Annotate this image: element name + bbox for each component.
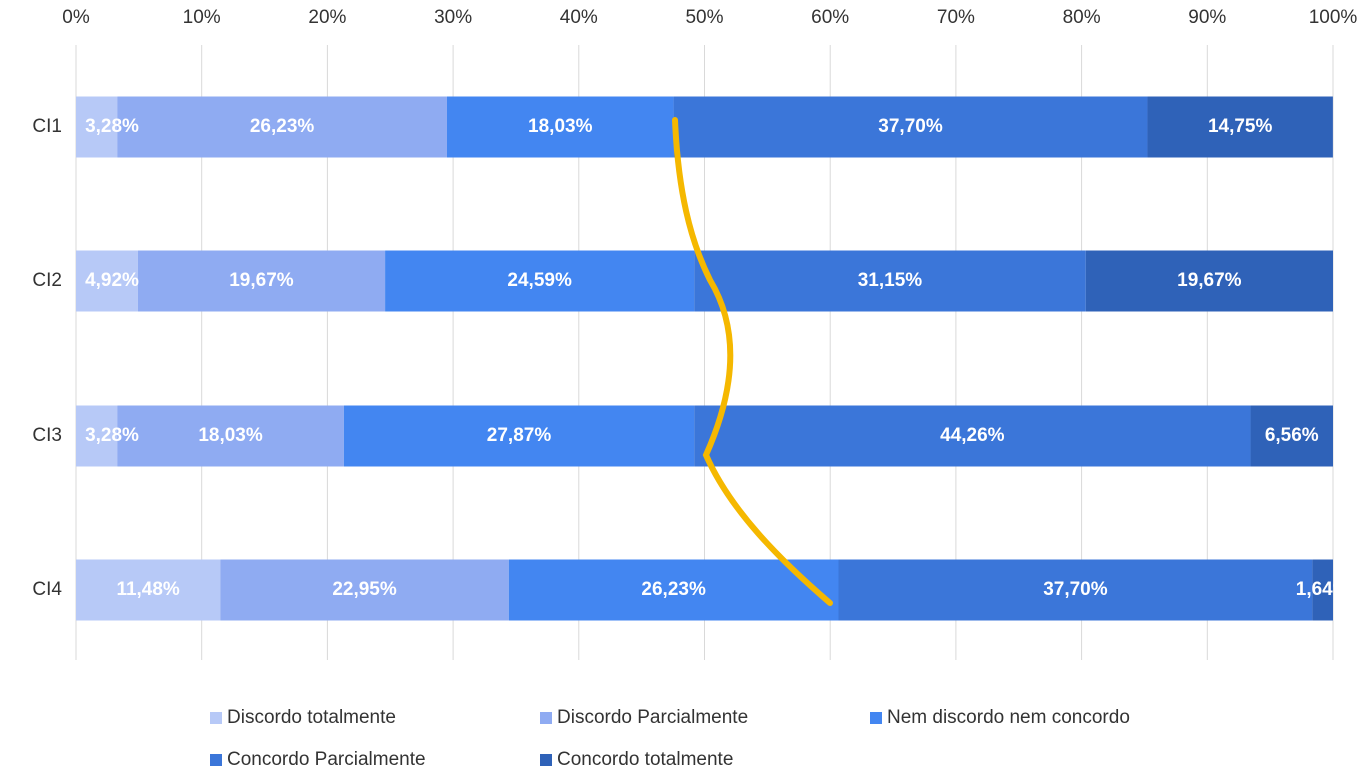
legend-swatch (540, 754, 552, 766)
x-tick-label: 10% (183, 7, 221, 28)
data-label: 3,28% (85, 116, 139, 137)
data-label: 4,92% (85, 270, 139, 291)
bar-segment (343, 405, 695, 467)
x-tick-label: 50% (685, 7, 723, 28)
x-tick-label: 70% (937, 7, 975, 28)
data-label: 14,75% (1208, 116, 1273, 137)
bar-segment (137, 250, 386, 312)
bar-segment (76, 250, 138, 312)
x-tick-label: 80% (1063, 7, 1101, 28)
legend-label: Discordo Parcialmente (557, 707, 748, 728)
bar-segment (446, 96, 674, 158)
legend-label: Discordo totalmente (227, 707, 396, 728)
bar-segment (76, 96, 118, 158)
bar-segment (694, 250, 1086, 312)
legend-swatch (540, 712, 552, 724)
data-label: 19,67% (1177, 270, 1242, 291)
bar-segment (1312, 559, 1333, 621)
data-label: 37,70% (1043, 579, 1108, 600)
data-label: 37,70% (878, 116, 943, 137)
data-label: 18,03% (528, 116, 593, 137)
bar-segment (1147, 96, 1333, 158)
x-tick-label: 100% (1309, 7, 1358, 28)
y-tick-label: CI4 (32, 579, 62, 600)
data-label: 19,67% (229, 270, 294, 291)
data-label: 18,03% (198, 425, 263, 446)
y-tick-label: CI3 (32, 425, 62, 446)
data-label: 24,59% (507, 270, 572, 291)
legend-swatch (870, 712, 882, 724)
bar-segment (508, 559, 839, 621)
data-label: 26,23% (641, 579, 706, 600)
bar-segment (838, 559, 1313, 621)
plot-area: 0% 10% 20% 30% 40% 50% 60% 70% 80% 90% 100% CI1 3,28… (32, 7, 1357, 660)
data-label: 11,48% (116, 579, 179, 600)
x-tick-label: 30% (434, 7, 472, 28)
data-label: 3,28% (85, 425, 139, 446)
bar-segment (76, 405, 118, 467)
bar-segment (1250, 405, 1333, 467)
bar-segment (1085, 250, 1333, 312)
bar-segment (673, 96, 1148, 158)
legend-label: Nem discordo nem concordo (887, 707, 1130, 728)
data-label: 26,23% (250, 116, 315, 137)
data-label: 22,95% (332, 579, 397, 600)
y-tick-label: CI1 (32, 116, 62, 137)
legend-label: Concordo Parcialmente (227, 749, 426, 770)
trend-curve (672, 117, 833, 606)
x-tick-label: 20% (308, 7, 346, 28)
bar-segment (385, 250, 695, 312)
data-label: 1,64% (1296, 579, 1350, 600)
bar-segment (694, 405, 1251, 467)
y-tick-label: CI2 (32, 270, 62, 291)
legend-swatch (210, 712, 222, 724)
bar-segment (76, 559, 221, 621)
bar-segment (117, 96, 447, 158)
x-tick-label: 0% (62, 7, 90, 28)
x-tick-label: 60% (811, 7, 849, 28)
data-label: 6,56% (1265, 425, 1319, 446)
data-label: 44,26% (940, 425, 1005, 446)
x-tick-label: 90% (1188, 7, 1226, 28)
data-label: 27,87% (487, 425, 552, 446)
legend-swatch (210, 754, 222, 766)
bar-segment (220, 559, 509, 621)
bar-segment (117, 405, 344, 467)
legend-label: Concordo totalmente (557, 749, 733, 770)
data-label: 31,15% (858, 270, 923, 291)
x-tick-label: 40% (560, 7, 598, 28)
